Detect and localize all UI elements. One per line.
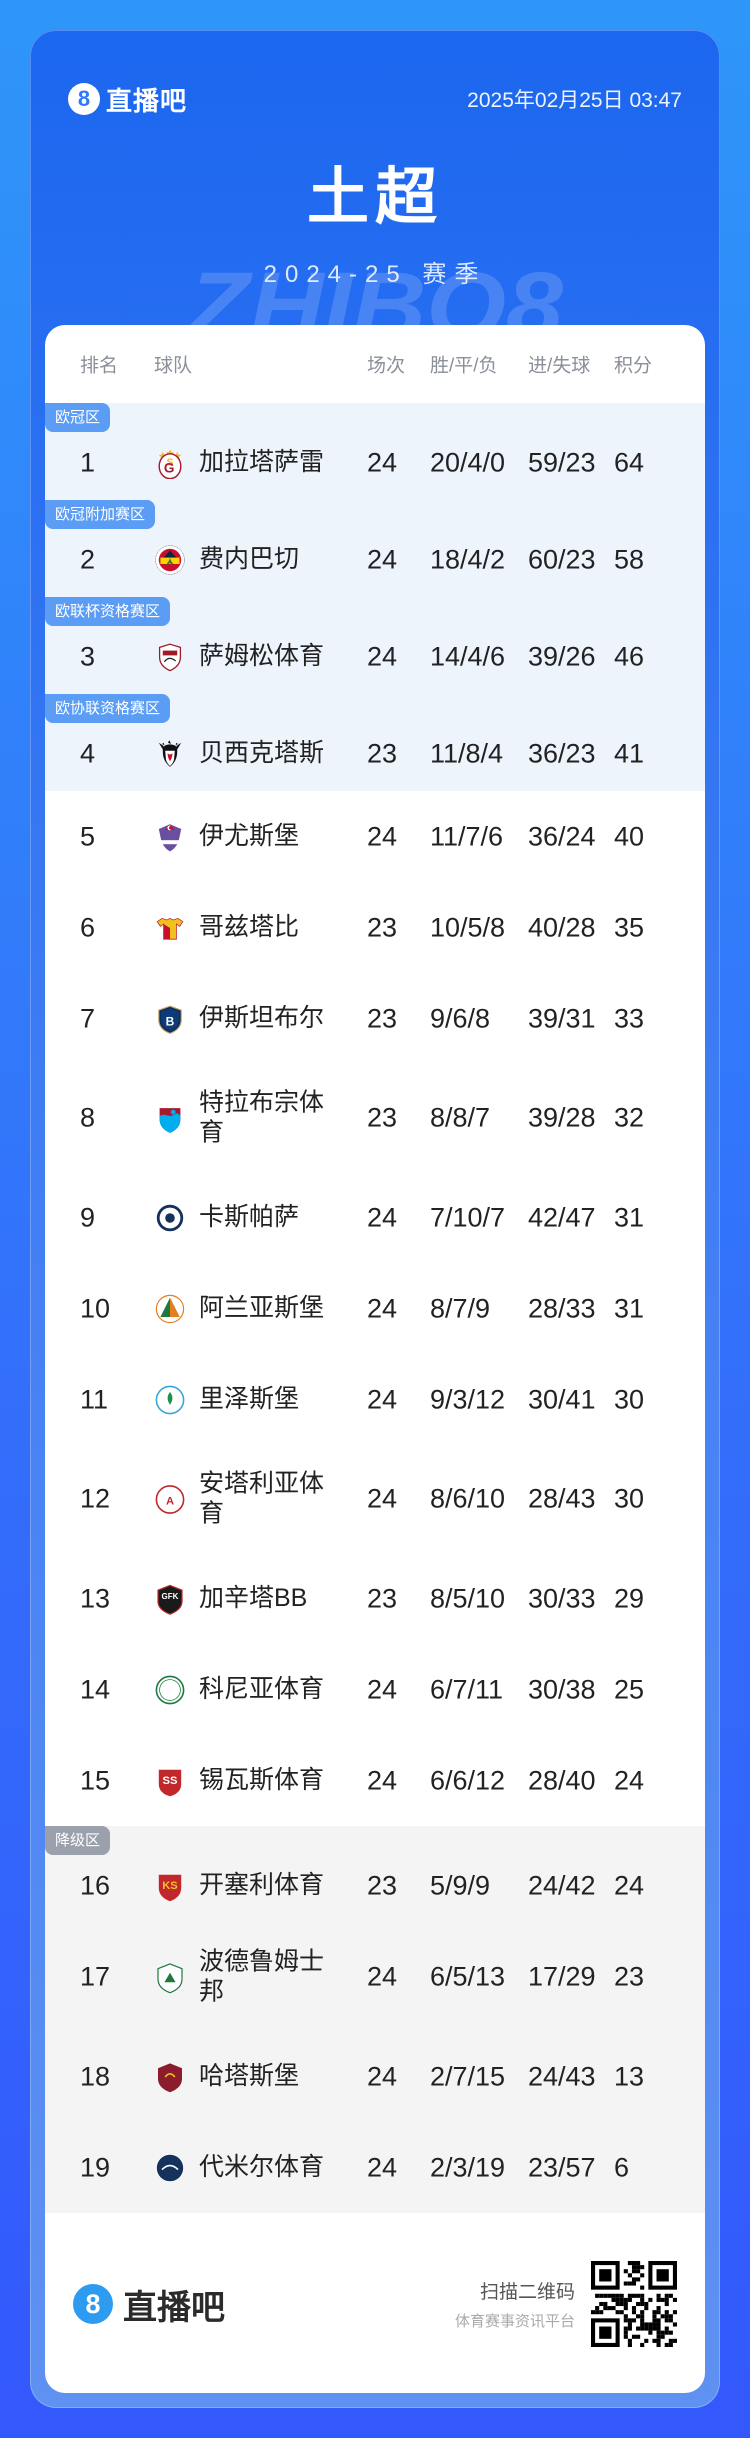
svg-text:B: B (166, 1014, 175, 1028)
svg-text:SS: SS (163, 1775, 178, 1787)
svg-text:A: A (166, 1495, 174, 1507)
svg-text:GFK: GFK (162, 1592, 179, 1601)
svg-text:G: G (164, 461, 175, 476)
svg-text:KS: KS (162, 1880, 178, 1892)
